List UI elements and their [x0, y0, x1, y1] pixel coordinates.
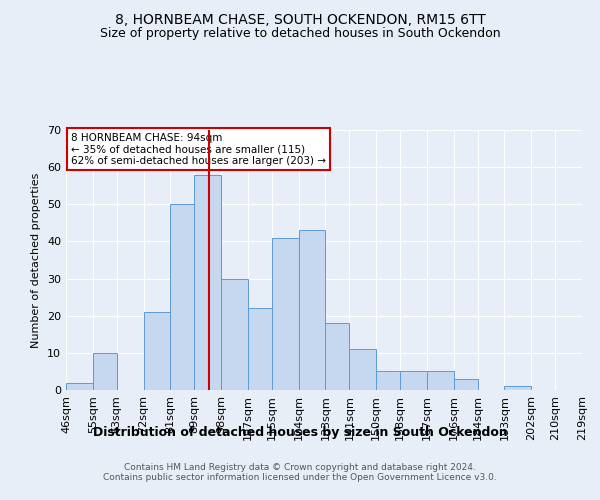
Bar — [349, 349, 376, 390]
Bar — [505, 386, 531, 390]
Bar — [66, 382, 93, 390]
Text: 8 HORNBEAM CHASE: 94sqm
← 35% of detached houses are smaller (115)
62% of semi-d: 8 HORNBEAM CHASE: 94sqm ← 35% of detache… — [71, 132, 326, 166]
Y-axis label: Number of detached properties: Number of detached properties — [31, 172, 41, 348]
Bar — [93, 353, 117, 390]
Bar — [376, 372, 400, 390]
Text: Contains HM Land Registry data © Crown copyright and database right 2024.: Contains HM Land Registry data © Crown c… — [124, 464, 476, 472]
Text: 8, HORNBEAM CHASE, SOUTH OCKENDON, RM15 6TT: 8, HORNBEAM CHASE, SOUTH OCKENDON, RM15 … — [115, 12, 485, 26]
Text: Distribution of detached houses by size in South Ockendon: Distribution of detached houses by size … — [92, 426, 508, 439]
Bar — [325, 323, 349, 390]
Bar — [194, 174, 221, 390]
Bar — [427, 372, 454, 390]
Bar — [221, 278, 248, 390]
Bar — [272, 238, 299, 390]
Text: Contains public sector information licensed under the Open Government Licence v3: Contains public sector information licen… — [103, 474, 497, 482]
Bar — [454, 379, 478, 390]
Bar — [248, 308, 272, 390]
Bar — [299, 230, 325, 390]
Text: Size of property relative to detached houses in South Ockendon: Size of property relative to detached ho… — [100, 28, 500, 40]
Bar — [400, 372, 427, 390]
Bar — [170, 204, 194, 390]
Bar — [143, 312, 170, 390]
